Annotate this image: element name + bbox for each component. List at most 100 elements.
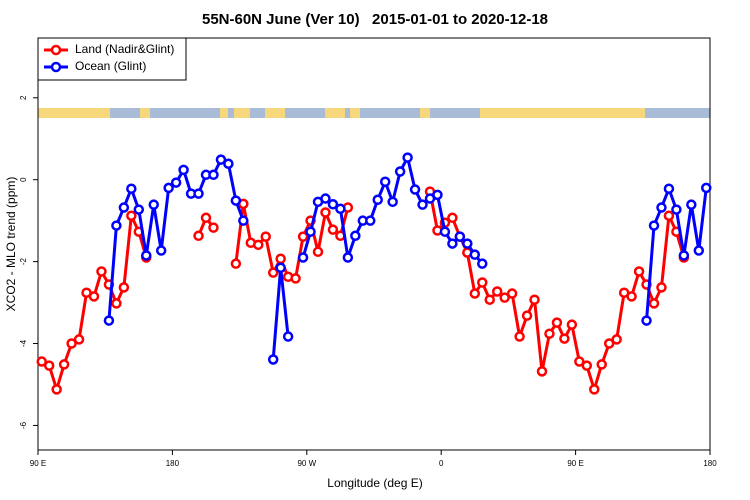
x-tick-label: 90 E — [567, 459, 583, 468]
data-point — [58, 359, 70, 370]
data-point — [499, 292, 510, 303]
data-point — [178, 164, 189, 176]
data-point — [529, 294, 540, 305]
data-point — [477, 277, 488, 288]
data-point — [88, 291, 100, 302]
data-point — [43, 360, 55, 371]
data-point — [372, 194, 383, 206]
data-point — [387, 196, 398, 208]
data-point — [536, 366, 548, 377]
legend-marker — [50, 44, 62, 56]
data-point — [230, 195, 242, 206]
data-point — [305, 226, 316, 237]
data-point — [290, 273, 301, 284]
data-point — [544, 328, 555, 339]
data-point — [297, 252, 309, 263]
data-point — [663, 210, 675, 221]
data-point — [200, 212, 212, 224]
data-point — [208, 222, 219, 233]
data-point — [208, 169, 219, 181]
data-point — [73, 334, 85, 345]
data-point — [66, 338, 77, 349]
data-point — [282, 331, 294, 342]
data-point — [432, 189, 443, 201]
data-point — [447, 238, 458, 249]
data-point — [693, 245, 705, 256]
data-point — [409, 184, 421, 195]
data-point — [193, 230, 204, 242]
y-tick-label: 0 — [19, 177, 28, 182]
x-tick-label: 0 — [439, 459, 444, 468]
series-line — [107, 156, 708, 360]
x-tick-label: 180 — [703, 459, 717, 468]
data-point — [51, 384, 62, 395]
data-point — [111, 220, 122, 231]
data-point — [342, 252, 354, 263]
data-point — [454, 231, 466, 242]
data-point — [267, 354, 279, 365]
data-point — [379, 176, 391, 187]
data-point — [671, 204, 682, 215]
data-point — [335, 203, 346, 215]
data-point — [611, 334, 622, 345]
data-point — [170, 177, 182, 188]
data-point — [596, 359, 607, 370]
data-point — [641, 315, 652, 326]
legend-box — [37, 37, 187, 81]
chart-title: 55N-60N June (Ver 10) 2015-01-01 to 2020… — [202, 11, 548, 28]
y-axis-label: XCO2 - MLO trend (ppm) — [4, 177, 18, 312]
data-point — [327, 199, 339, 210]
data-point — [402, 152, 413, 163]
data-point — [275, 262, 286, 274]
data-point — [141, 250, 152, 261]
x-tick-label: 90 E — [30, 459, 46, 468]
data-point — [656, 202, 667, 213]
y-tick-label: -6 — [19, 421, 28, 429]
data-point — [193, 188, 204, 199]
data-point — [566, 319, 578, 330]
data-point — [439, 226, 451, 237]
data-point — [260, 231, 271, 242]
data-point — [462, 238, 473, 249]
data-point — [155, 245, 167, 256]
y-tick-label: -2 — [19, 258, 28, 266]
data-point — [663, 183, 675, 194]
data-point — [574, 356, 585, 367]
data-point — [350, 230, 361, 242]
data-point — [656, 282, 667, 293]
data-point — [491, 286, 503, 297]
legend: Land (Nadir&Glint) Ocean (Glint) — [37, 37, 187, 81]
data-point — [96, 266, 107, 277]
x-axis-label: Longitude (deg E) — [327, 476, 422, 490]
legend-label: Land (Nadir&Glint) — [75, 42, 174, 56]
data-point — [506, 288, 518, 299]
data-point — [223, 158, 234, 169]
data-point — [648, 220, 660, 231]
data-point — [701, 182, 712, 194]
data-point — [648, 298, 660, 309]
plot-frame — [37, 37, 711, 451]
data-point — [603, 338, 615, 349]
data-point — [469, 249, 481, 260]
data-point — [469, 288, 481, 299]
data-point — [633, 266, 645, 277]
data-point — [118, 282, 130, 293]
data-point — [163, 182, 174, 194]
land-ocean-strip — [38, 108, 710, 118]
data-point — [126, 210, 137, 221]
data-point — [559, 333, 570, 344]
data-point — [551, 317, 563, 328]
y-tick-label: -4 — [19, 339, 28, 347]
data-point — [275, 253, 286, 264]
data-point — [320, 193, 331, 204]
data-point — [686, 199, 697, 210]
data-point — [521, 310, 533, 321]
data-point — [477, 258, 488, 269]
data-point — [297, 231, 309, 242]
y-tick-label: 2 — [19, 95, 28, 100]
x-tick-label: 90 W — [297, 459, 316, 468]
legend-label: Ocean (Glint) — [75, 59, 146, 73]
data-point — [312, 246, 324, 258]
data-point — [484, 294, 495, 305]
data-point — [589, 384, 600, 395]
